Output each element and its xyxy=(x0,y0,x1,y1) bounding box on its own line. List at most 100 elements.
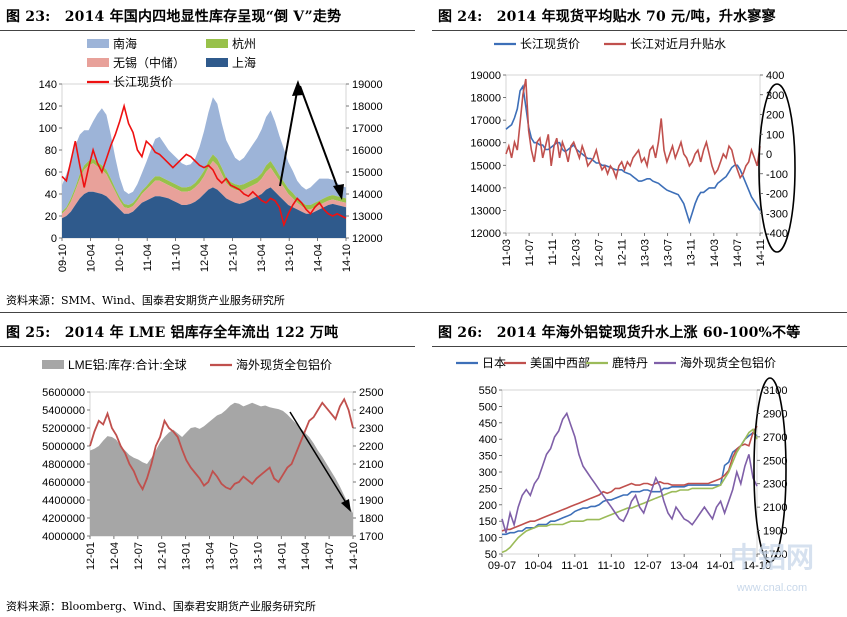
x-tick-label: 12-07 xyxy=(133,542,145,570)
y-left-tick-label: 4000000 xyxy=(42,531,85,543)
divider xyxy=(0,346,415,347)
annotation-arrow-up xyxy=(279,85,299,187)
x-tick-label: 09-10 xyxy=(57,244,69,272)
x-tick-label: 14-04 xyxy=(313,244,325,272)
y-left-tick-label: 12000 xyxy=(470,228,501,240)
series-line-长江现货价 xyxy=(505,84,761,225)
plot-frame xyxy=(505,74,761,234)
legend-label: 长江现货价 xyxy=(113,74,173,89)
divider xyxy=(432,30,847,31)
x-tick-label: 14-07 xyxy=(732,239,744,267)
x-tick-label: 10-10 xyxy=(114,244,126,272)
x-tick-label: 14-07 xyxy=(324,542,336,570)
y-right-tick-label: 1900 xyxy=(359,495,383,507)
legend-swatch xyxy=(206,39,228,48)
y-left-tick-label: 350 xyxy=(479,451,497,463)
y-left-tick-label: 400 xyxy=(479,434,497,446)
y-left-tick-label: 19000 xyxy=(470,70,501,82)
y-right-tick-label: 400 xyxy=(766,70,784,82)
x-tick-label: 11-10 xyxy=(171,244,183,271)
y-right-tick-label: 100 xyxy=(766,129,784,141)
y-right-tick-label: 19000 xyxy=(352,79,383,91)
legend-label: 日本 xyxy=(482,356,506,370)
x-tick-label: 14-11 xyxy=(755,239,767,266)
watermark-url: www.cnal.com xyxy=(736,582,807,594)
y-left-tick-label: 500 xyxy=(479,401,497,413)
legend-label: 鹿特丹 xyxy=(612,355,648,370)
x-tick-label: 14-10 xyxy=(348,542,360,570)
x-tick-label: 14-04 xyxy=(300,542,312,570)
x-tick-label: 11-07 xyxy=(524,239,536,266)
y-left-tick-label: 250 xyxy=(479,483,497,495)
x-tick-label: 12-10 xyxy=(157,542,169,570)
y-right-tick-label: 2900 xyxy=(763,408,787,420)
plot-frame xyxy=(501,389,758,555)
y-left-tick-label: 4400000 xyxy=(42,495,85,507)
y-right-tick-label: 14000 xyxy=(352,189,383,201)
annotation-ellipse xyxy=(753,377,787,563)
y-left-tick-label: 13000 xyxy=(470,205,501,217)
y-left-tick-label: 140 xyxy=(39,79,57,91)
y-left-tick-label: 120 xyxy=(39,101,57,113)
y-right-tick-label: 0 xyxy=(766,149,772,161)
y-left-tick-label: 17000 xyxy=(470,115,501,127)
annotation-ellipse xyxy=(758,83,796,253)
legend-swatch xyxy=(87,58,109,67)
legend-label: 长江对近月升贴水 xyxy=(630,37,726,51)
x-tick-label: 13-04 xyxy=(670,560,698,572)
y-left-tick-label: 14000 xyxy=(470,183,501,195)
series-line-长江现货价 xyxy=(61,102,347,228)
series-line-长江对近月升贴水 xyxy=(505,78,761,181)
divider xyxy=(0,30,415,31)
y-left-tick-label: 300 xyxy=(479,467,497,479)
y-right-tick-label: 2100 xyxy=(359,459,383,471)
y-left-tick-label: 100 xyxy=(479,533,497,545)
legend-label: 南海 xyxy=(113,36,137,51)
x-tick-label: 13-04 xyxy=(205,542,217,570)
y-right-tick-label: 2100 xyxy=(763,502,787,514)
y-right-tick-label: 2300 xyxy=(359,423,383,435)
y-right-tick-label: 3100 xyxy=(763,385,787,397)
x-tick-label: 13-07 xyxy=(228,542,240,570)
legend-swatch xyxy=(87,39,109,48)
x-tick-label: 12-10 xyxy=(227,244,239,272)
annotation-arrowhead xyxy=(333,184,344,200)
y-left-tick-label: 5000000 xyxy=(42,441,85,453)
y-right-tick-label: 17000 xyxy=(352,123,383,135)
y-left-tick-label: 0 xyxy=(51,233,57,245)
y-left-tick-label: 16000 xyxy=(470,138,501,150)
series-line-日本 xyxy=(502,431,758,536)
y-right-tick-label: 2000 xyxy=(359,477,383,489)
legend-label: 海外现货全包铝价 xyxy=(236,357,332,372)
legend-label: LME铝:库存:合计:全球 xyxy=(68,357,187,372)
x-tick-label: 12-04 xyxy=(109,542,121,570)
y-left-tick-label: 100 xyxy=(39,123,57,135)
legend-label: 杭州 xyxy=(232,36,256,51)
x-tick-label: 11-03 xyxy=(501,239,513,266)
series-area-LME铝:库存:合计:全球 xyxy=(90,402,353,536)
watermark-logo: 中铝网 xyxy=(730,542,814,573)
y-left-tick-label: 5600000 xyxy=(42,387,85,399)
y-right-tick-label: 300 xyxy=(766,90,784,102)
x-tick-label: 13-03 xyxy=(640,239,652,267)
legend-label: 海外现货全包铝价 xyxy=(680,355,776,370)
y-left-tick-label: 15000 xyxy=(470,160,501,172)
x-tick-label: 12-07 xyxy=(634,560,662,572)
x-tick-label: 11-04 xyxy=(142,244,154,271)
annotation-arrow-down xyxy=(299,85,341,195)
y-right-tick-label: 15000 xyxy=(352,167,383,179)
x-tick-label: 14-01 xyxy=(276,542,288,570)
figure-25-title: 图 25: 2014 年 LME 铝库存全年流出 122 万吨 xyxy=(6,325,339,341)
y-right-tick-label: 2400 xyxy=(359,405,383,417)
y-left-tick-label: 4800000 xyxy=(42,459,85,471)
y-right-tick-label: 2300 xyxy=(763,479,787,491)
x-tick-label: 12-04 xyxy=(199,244,211,272)
y-right-tick-label: 200 xyxy=(766,110,784,122)
x-tick-label: 13-10 xyxy=(284,244,296,272)
x-tick-label: 12-03 xyxy=(570,239,582,267)
x-tick-label: 13-10 xyxy=(252,542,264,570)
source-note-top: 资料来源：SMM、Wind、国泰君安期货产业服务研究所 xyxy=(6,294,285,307)
